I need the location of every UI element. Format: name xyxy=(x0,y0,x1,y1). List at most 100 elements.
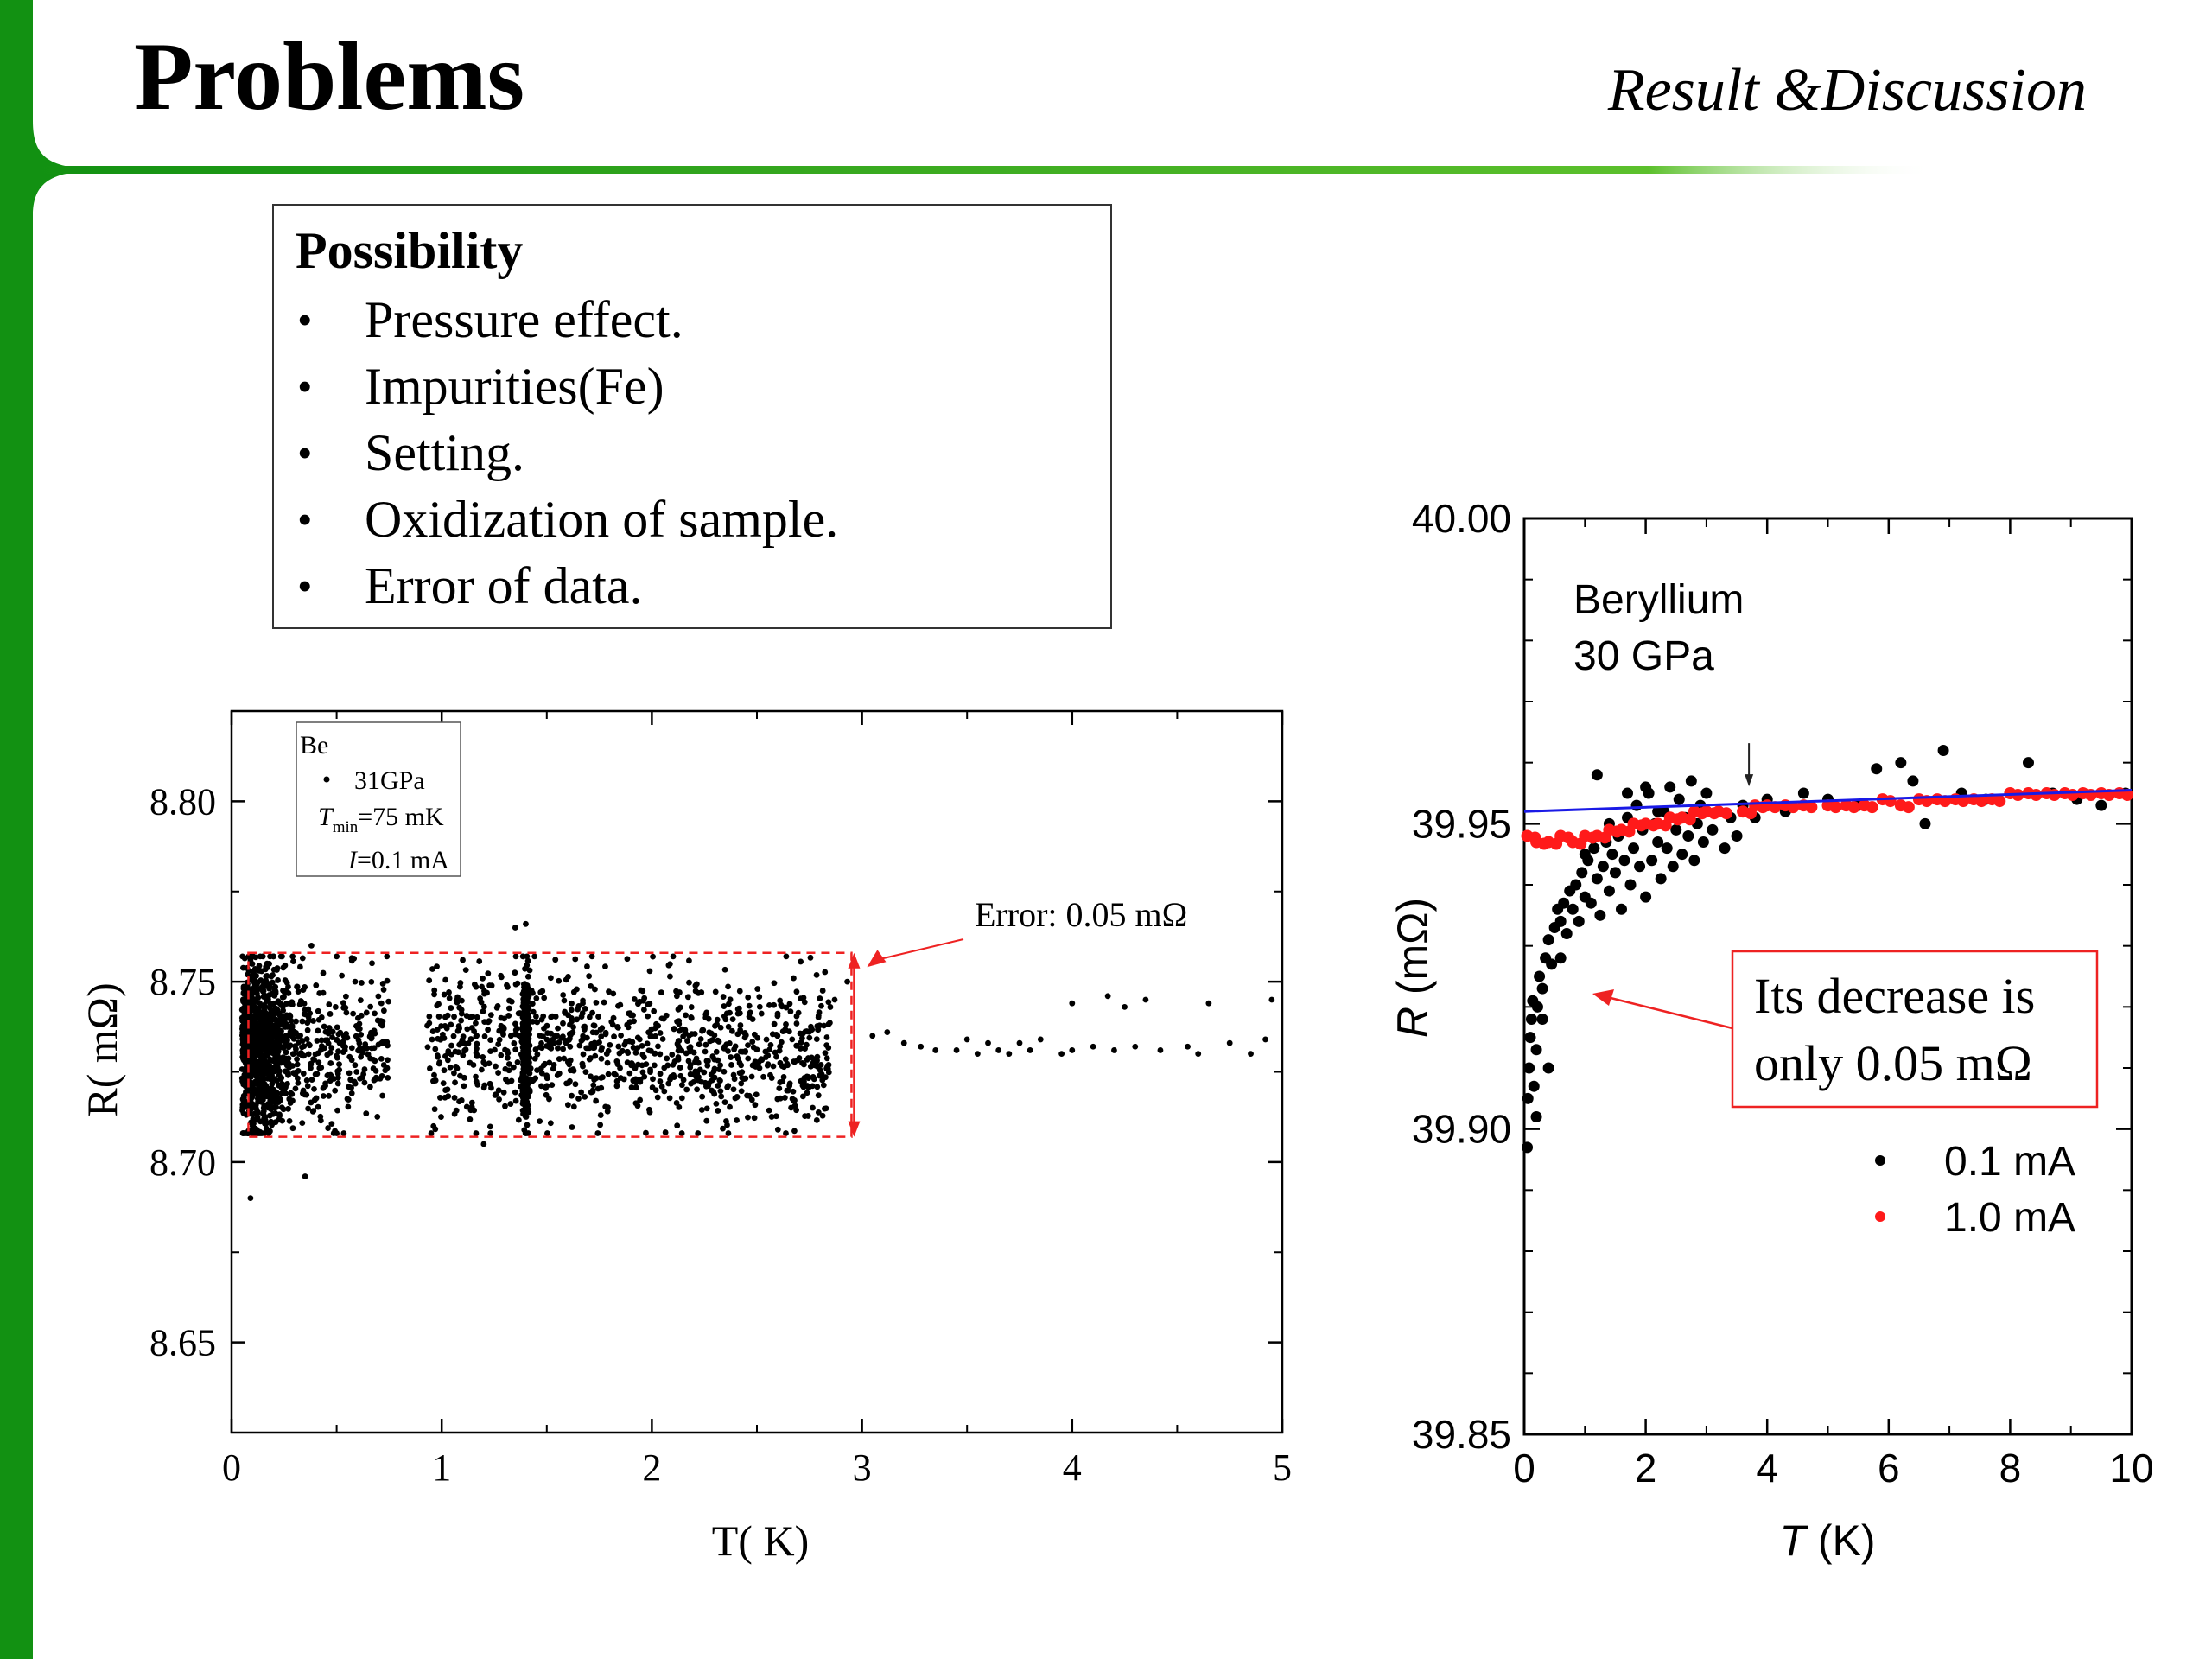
data-point xyxy=(819,1112,826,1119)
data-point xyxy=(511,1040,518,1046)
data-point xyxy=(825,999,832,1006)
data-point xyxy=(606,988,612,995)
data-point xyxy=(810,1104,816,1111)
data-point xyxy=(569,1000,575,1007)
data-point xyxy=(438,1023,445,1029)
data-point xyxy=(300,987,307,993)
data-point xyxy=(380,1007,387,1014)
legend-label-1-0ma: 1.0 mA xyxy=(1944,1195,2075,1241)
data-point xyxy=(315,1016,322,1023)
data-point xyxy=(613,1058,620,1065)
data-point xyxy=(473,1020,479,1027)
data-point xyxy=(279,953,285,960)
data-point xyxy=(715,1108,721,1114)
data-point xyxy=(580,997,586,1004)
data-point xyxy=(480,1008,486,1015)
data-point xyxy=(821,1022,827,1029)
data-point xyxy=(493,1063,499,1070)
data-point xyxy=(334,1107,340,1114)
data-point xyxy=(716,1077,723,1084)
x-axis-unit: (K) xyxy=(1806,1516,1876,1565)
data-point xyxy=(380,1062,387,1068)
data-point xyxy=(285,1105,292,1112)
data-point xyxy=(713,1100,720,1107)
data-point xyxy=(470,1062,477,1068)
data-point xyxy=(1534,970,1546,982)
data-point xyxy=(787,1008,794,1015)
data-point xyxy=(1871,763,1883,775)
data-point xyxy=(697,1036,704,1042)
data-point xyxy=(704,1062,711,1069)
data-point xyxy=(429,1028,436,1034)
data-point xyxy=(804,1090,810,1096)
data-point xyxy=(730,1086,737,1093)
callout-leader xyxy=(1606,995,1733,1030)
data-point xyxy=(435,1014,442,1020)
y-tick-label: 39.85 xyxy=(1412,1412,1511,1457)
data-point xyxy=(295,1079,302,1086)
data-point xyxy=(444,1057,451,1064)
data-point xyxy=(745,994,752,1001)
data-point xyxy=(822,969,829,976)
data-point xyxy=(712,988,719,995)
data-point xyxy=(1628,842,1640,855)
data-point xyxy=(570,1067,577,1074)
data-point xyxy=(662,1129,669,1135)
data-point xyxy=(530,1008,537,1015)
data-point xyxy=(498,1014,505,1021)
data-point xyxy=(457,1072,463,1079)
data-point xyxy=(1606,849,1618,861)
data-point xyxy=(621,1041,628,1048)
possibility-list: • Pressure effect. • Impurities(Fe) • Setti… xyxy=(296,287,1110,620)
data-point xyxy=(375,993,382,1000)
data-point xyxy=(266,1112,273,1119)
data-point xyxy=(592,1052,599,1059)
data-point xyxy=(687,1071,694,1077)
data-point xyxy=(823,1042,830,1049)
data-point xyxy=(296,1033,302,1039)
data-point xyxy=(588,982,594,989)
data-point xyxy=(664,1062,671,1069)
data-point xyxy=(576,1042,583,1049)
data-point xyxy=(332,1004,339,1010)
data-point xyxy=(505,1013,512,1019)
data-point xyxy=(287,1012,293,1019)
data-point xyxy=(524,984,531,991)
data-point xyxy=(572,1081,579,1088)
bullet-icon: • xyxy=(297,429,313,477)
data-point xyxy=(658,1084,665,1090)
data-point xyxy=(1594,909,1606,921)
data-point xyxy=(465,1040,472,1046)
data-point xyxy=(657,1078,664,1084)
data-point xyxy=(626,1070,633,1077)
data-point xyxy=(589,1029,596,1036)
data-point xyxy=(340,1004,347,1011)
data-point xyxy=(1530,1111,1542,1123)
left-accent-bar xyxy=(0,0,33,1659)
data-point xyxy=(304,1083,311,1090)
data-point xyxy=(507,1033,514,1039)
data-point xyxy=(767,1071,773,1078)
data-point xyxy=(804,1057,810,1063)
data-point xyxy=(721,1003,728,1009)
data-point xyxy=(451,1014,457,1020)
data-point xyxy=(532,1046,539,1052)
y-axis-label: R (mΩ) xyxy=(1389,898,1437,1038)
data-point xyxy=(655,1043,661,1050)
data-point xyxy=(760,1073,766,1080)
data-point xyxy=(549,1082,556,1089)
data-point xyxy=(772,1113,779,1120)
data-point xyxy=(241,955,248,962)
data-point xyxy=(429,1036,435,1043)
data-point xyxy=(815,1109,822,1116)
data-point xyxy=(306,1042,313,1049)
data-point xyxy=(1542,934,1554,946)
data-point xyxy=(446,989,452,995)
legend-marker-1-0ma xyxy=(1875,1211,1885,1222)
data-point xyxy=(582,1069,589,1076)
data-point xyxy=(480,1053,486,1060)
data-point xyxy=(378,1055,385,1062)
data-point xyxy=(283,1049,289,1056)
data-point xyxy=(588,1073,594,1080)
